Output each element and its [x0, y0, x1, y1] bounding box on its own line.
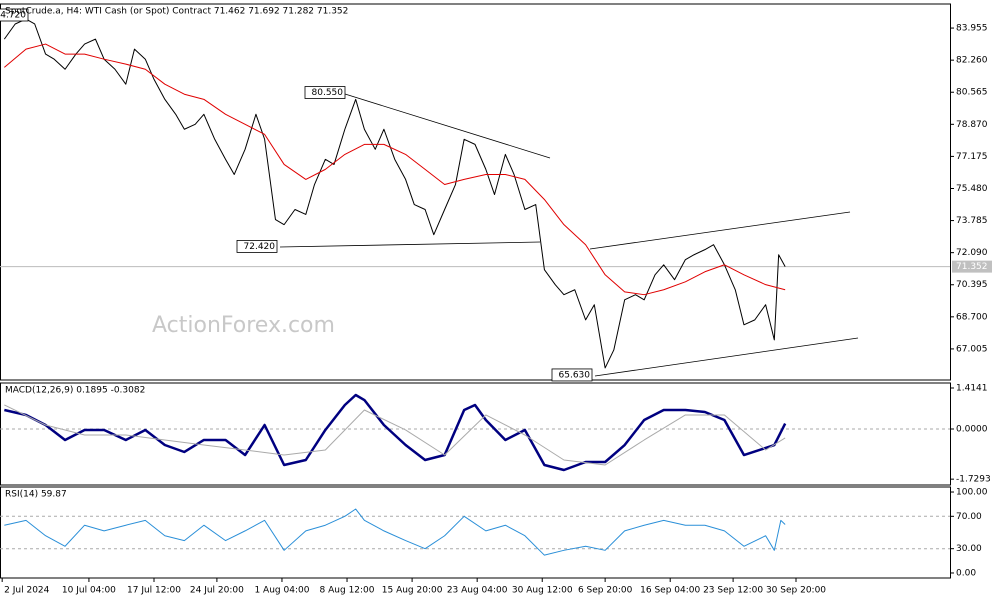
y-tick-label: -1.7293	[956, 475, 991, 485]
trend-line	[279, 241, 541, 248]
series-line	[4, 43, 786, 296]
x-tick-label: 15 Aug 20:00	[382, 586, 443, 596]
y-tick-label: 1.4141	[956, 383, 988, 393]
x-tick-label: 30 Sep 20:00	[766, 586, 826, 596]
x-tick-label: 6 Sep 20:00	[578, 586, 633, 596]
x-tick-label: 17 Jul 12:00	[127, 586, 181, 596]
panel-frame	[0, 3, 951, 381]
trend-line	[589, 211, 851, 250]
trend-line	[344, 93, 551, 159]
series-line	[3, 18, 786, 369]
y-tick-label: 70.395	[956, 280, 988, 290]
annotation-box	[304, 86, 346, 99]
annotation-label: 4.720	[0, 11, 26, 21]
y-tick-label: 80.565	[956, 88, 988, 98]
last-price-box	[952, 260, 992, 273]
series-line	[4, 508, 786, 556]
annotation-box	[551, 368, 593, 382]
panel-title: RSI(14) 59.87	[5, 490, 67, 500]
x-tick-label: 23 Aug 04:00	[447, 586, 508, 596]
y-tick-label: 77.175	[956, 152, 988, 162]
panel-frame	[0, 486, 951, 579]
trend-line	[594, 337, 859, 377]
y-tick-label: 68.700	[956, 312, 988, 322]
y-tick-label: 0.00	[956, 568, 976, 578]
x-tick-label: 10 Jul 04:00	[62, 586, 116, 596]
x-tick-label: 30 Aug 12:00	[512, 586, 573, 596]
annotation-label: 80.550	[312, 88, 344, 98]
x-tick-label: 24 Jul 20:00	[190, 586, 244, 596]
y-tick-label: 73.785	[956, 216, 988, 226]
annotation-box	[0, 8, 29, 22]
y-tick-label: 30.00	[956, 544, 982, 554]
annotation-label: 72.420	[244, 242, 276, 252]
x-tick-label: 16 Sep 04:00	[640, 586, 700, 596]
y-tick-label: 75.480	[956, 184, 988, 194]
watermark: ActionForex.com	[152, 313, 335, 338]
x-tick-label: 8 Aug 12:00	[320, 586, 375, 596]
x-tick-label: 23 Sep 12:00	[703, 586, 763, 596]
y-tick-label: 67.005	[956, 344, 988, 354]
y-tick-label: 0.0000	[956, 424, 988, 434]
y-tick-label: 72.090	[956, 248, 988, 258]
y-tick-label: 83.955	[956, 24, 988, 34]
annotation-label: 65.630	[559, 370, 591, 380]
y-tick-label: 78.870	[956, 120, 988, 130]
trend-lines	[279, 93, 859, 377]
x-tick-label: 2 Jul 2024	[4, 586, 49, 596]
x-tick-label: 1 Aug 04:00	[254, 586, 309, 596]
y-tick-label: 100.00	[956, 488, 988, 498]
panel-title: SpotCrude.a, H4: WTI Cash (or Spot) Cont…	[5, 7, 348, 17]
panel-frame	[0, 382, 951, 486]
y-tick-label: 70.00	[956, 512, 982, 522]
last-price-label: 71.352	[956, 262, 988, 272]
series-line	[4, 404, 786, 466]
annotation-box	[236, 240, 278, 253]
series-line	[4, 393, 787, 472]
y-tick-label: 82.260	[956, 56, 988, 66]
panel-title: MACD(12,26,9) 0.1895 -0.3082	[5, 386, 145, 396]
